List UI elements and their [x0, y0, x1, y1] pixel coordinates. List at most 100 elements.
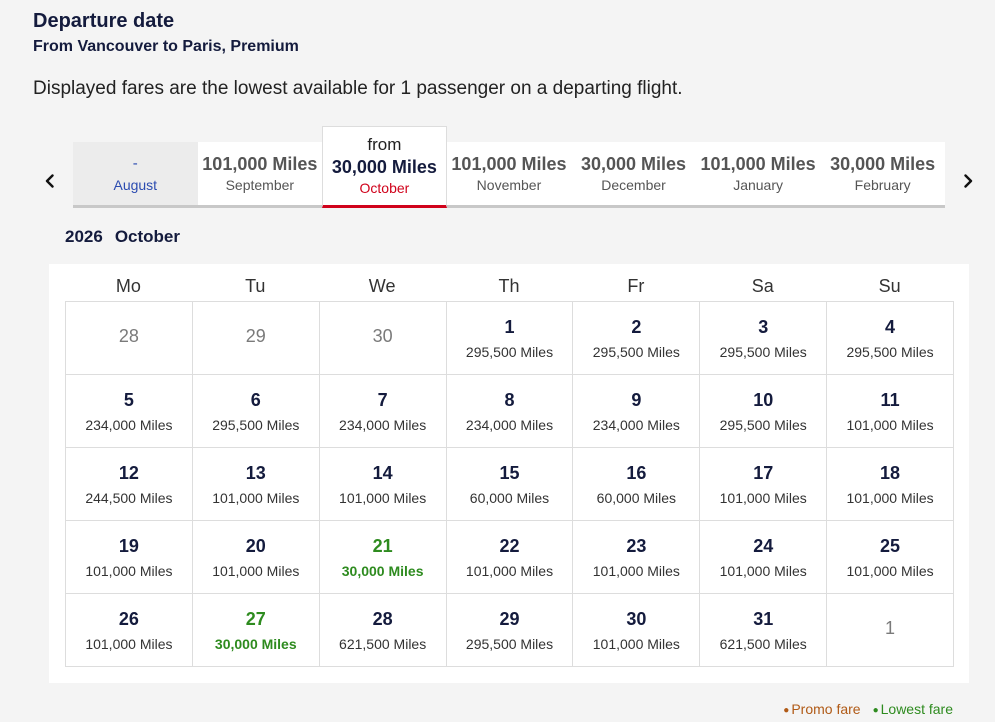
month-price: 101,000 Miles — [451, 153, 567, 174]
legend-lowest: ● Lowest fare — [873, 701, 953, 717]
calendar-day[interactable]: 28 621,500 Miles — [319, 594, 447, 667]
day-number: 11 — [880, 390, 900, 410]
calendar-day[interactable]: 1 295,500 Miles — [446, 302, 574, 375]
calendar-day[interactable]: 5 234,000 Miles — [66, 375, 193, 448]
calendar-day[interactable]: 29 295,500 Miles — [446, 594, 574, 667]
calendar-day[interactable]: 21 30,000 Miles — [319, 521, 447, 594]
day-fare: 234,000 Miles — [85, 417, 173, 433]
calendar-day[interactable]: 9 234,000 Miles — [573, 375, 701, 448]
day-fare: 295,500 Miles — [465, 636, 554, 652]
calendar-day[interactable]: 7 234,000 Miles — [319, 375, 447, 448]
day-fare: 295,500 Miles — [719, 344, 807, 360]
fare-legend: ● Promo fare ● Lowest fare — [783, 701, 953, 717]
calendar-day[interactable]: 24 101,000 Miles — [700, 521, 828, 594]
day-number: 8 — [504, 390, 515, 410]
calendar-day[interactable]: 26 101,000 Miles — [66, 594, 193, 667]
calendar-day[interactable]: 12 244,500 Miles — [66, 448, 193, 521]
prev-month-button[interactable] — [37, 168, 63, 194]
calendar-day[interactable]: 27 30,000 Miles — [192, 594, 320, 667]
day-number: 31 — [753, 609, 774, 629]
month-tab-january[interactable]: 101,000 Miles January — [696, 142, 821, 205]
calendar-day[interactable]: 14 101,000 Miles — [319, 448, 447, 521]
day-number: 25 — [880, 536, 901, 556]
weekday-label: We — [368, 276, 396, 296]
calendar-day[interactable]: 13 101,000 Miles — [192, 448, 320, 521]
day-number: 1 — [885, 618, 896, 638]
calendar-day[interactable]: 2 295,500 Miles — [573, 302, 701, 375]
weekday-label: Sa — [751, 276, 774, 296]
day-number: 28 — [372, 609, 393, 629]
day-number: 7 — [377, 390, 388, 410]
calendar-day-outside: 30 — [319, 302, 447, 375]
month-name: August — [113, 176, 158, 193]
calendar-day[interactable]: 18 101,000 Miles — [827, 448, 954, 521]
calendar-day[interactable]: 25 101,000 Miles — [827, 521, 954, 594]
calendar-day[interactable]: 6 295,500 Miles — [192, 375, 320, 448]
day-number: 16 — [626, 463, 647, 483]
calendar-day[interactable]: 20 101,000 Miles — [192, 521, 320, 594]
month-price: - — [132, 154, 138, 172]
day-number: 3 — [758, 317, 769, 337]
day-number: 23 — [626, 536, 647, 556]
day-number: 15 — [499, 463, 520, 483]
month-name: September — [225, 176, 295, 193]
route-subtitle: From Vancouver to Paris, Premium — [33, 38, 299, 55]
calendar-day[interactable]: 4 295,500 Miles — [827, 302, 954, 375]
promo-dot-icon: ● — [783, 705, 790, 716]
month-tab-october[interactable]: from 30,000 Miles October — [322, 126, 447, 208]
calendar-day[interactable]: 3 295,500 Miles — [700, 302, 828, 375]
month-price: 101,000 Miles — [202, 153, 318, 174]
day-number: 4 — [885, 317, 896, 337]
day-number: 13 — [245, 463, 266, 483]
day-number: 28 — [118, 326, 139, 346]
weekday-header: Mo Tu We Th Fr Sa Su — [65, 276, 953, 297]
calendar-day[interactable]: 8 234,000 Miles — [446, 375, 574, 448]
legend-promo: ● Promo fare — [783, 701, 860, 717]
weekday-label: Th — [498, 276, 520, 296]
lowest-dot-icon: ● — [872, 705, 879, 716]
day-fare: 101,000 Miles — [846, 417, 934, 433]
day-number: 24 — [753, 536, 774, 556]
calendar-day[interactable]: 31 621,500 Miles — [700, 594, 828, 667]
page-title: Departure date — [33, 10, 175, 32]
calendar-month: October — [114, 227, 181, 246]
fare-note: Displayed fares are the lowest available… — [33, 78, 683, 99]
day-number: 30 — [372, 326, 393, 346]
calendar-heading: 2026 October — [65, 227, 180, 247]
calendar-day[interactable]: 19 101,000 Miles — [66, 521, 193, 594]
day-fare: 295,500 Miles — [719, 417, 807, 433]
month-tab-february[interactable]: 30,000 Miles February — [820, 142, 945, 205]
calendar-grid: 28 29 30 1 295,500 Miles 2 295,500 Miles 3 295,5… — [65, 301, 954, 667]
next-month-button[interactable] — [955, 168, 981, 194]
day-number: 21 — [372, 536, 393, 556]
month-from-label: from — [367, 135, 402, 154]
day-fare: 101,000 Miles — [212, 563, 300, 579]
month-price: 30,000 Miles — [331, 157, 437, 177]
day-fare: 60,000 Miles — [469, 490, 550, 506]
day-number: 6 — [250, 390, 261, 410]
calendar-day[interactable]: 15 60,000 Miles — [446, 448, 574, 521]
day-number: 12 — [118, 463, 139, 483]
day-fare: 30,000 Miles — [214, 636, 297, 652]
calendar-day[interactable]: 22 101,000 Miles — [446, 521, 574, 594]
calendar-day[interactable]: 16 60,000 Miles — [573, 448, 701, 521]
month-price: 30,000 Miles — [580, 153, 687, 174]
day-fare: 101,000 Miles — [719, 563, 807, 579]
month-tab-december[interactable]: 30,000 Miles December — [571, 142, 696, 205]
calendar-day[interactable]: 10 295,500 Miles — [700, 375, 828, 448]
calendar-day[interactable]: 23 101,000 Miles — [573, 521, 701, 594]
month-price: 30,000 Miles — [830, 153, 936, 174]
month-tab-november[interactable]: 101,000 Miles November — [447, 142, 572, 205]
weekday-label: Fr — [627, 276, 645, 296]
day-number: 26 — [118, 609, 139, 629]
day-number: 22 — [499, 536, 520, 556]
day-fare: 295,500 Miles — [212, 417, 300, 433]
month-name: December — [601, 176, 666, 193]
day-fare: 101,000 Miles — [85, 563, 173, 579]
calendar-day[interactable]: 17 101,000 Miles — [700, 448, 828, 521]
calendar-day[interactable]: 11 101,000 Miles — [827, 375, 954, 448]
day-fare: 295,500 Miles — [592, 344, 680, 360]
month-tab-september[interactable]: 101,000 Miles September — [198, 142, 323, 205]
month-tab-august[interactable]: - August — [73, 142, 198, 205]
calendar-day[interactable]: 30 101,000 Miles — [573, 594, 701, 667]
